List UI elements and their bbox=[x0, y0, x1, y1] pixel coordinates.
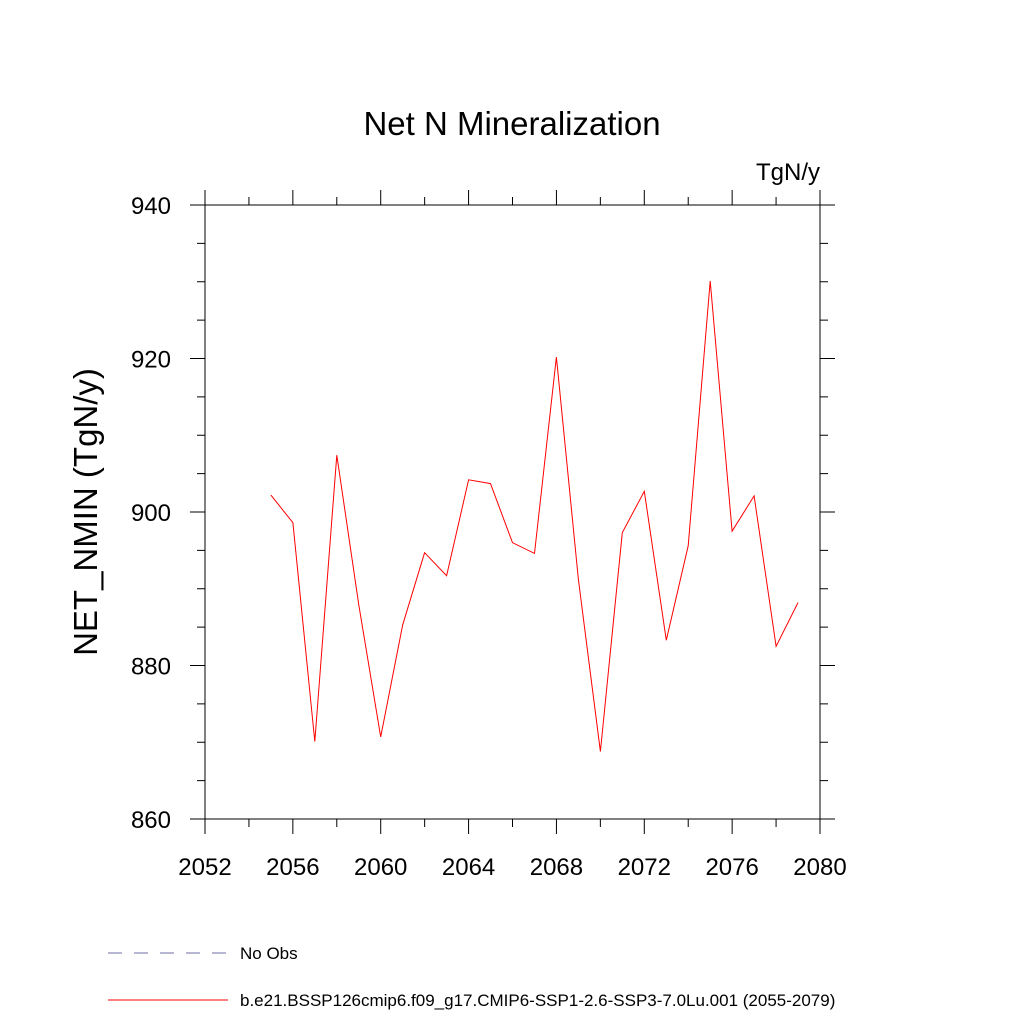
series-layer bbox=[270, 280, 799, 752]
legend: No Obs b.e21.BSSP126cmip6.f09_g17.CMIP6-… bbox=[108, 944, 835, 1010]
ticks-layer bbox=[190, 190, 835, 834]
x-tick-label: 2080 bbox=[793, 854, 846, 881]
y-axis-label: NET_NMIN (TgN/y) bbox=[67, 368, 104, 656]
y-tick-label: 940 bbox=[131, 193, 171, 220]
x-tick-label: 2064 bbox=[442, 854, 495, 881]
legend-label-no-obs: No Obs bbox=[240, 944, 298, 963]
series-line bbox=[270, 280, 799, 752]
y-tick-label: 860 bbox=[131, 807, 171, 834]
y-tick-label: 880 bbox=[131, 654, 171, 681]
x-tick-label: 2076 bbox=[705, 854, 758, 881]
y-tick-label: 920 bbox=[131, 347, 171, 374]
x-tick-label: 2068 bbox=[530, 854, 583, 881]
chart-title: Net N Mineralization bbox=[363, 105, 660, 142]
x-tick-label: 2072 bbox=[618, 854, 671, 881]
plot-frame bbox=[204, 204, 821, 820]
units-label: TgN/y bbox=[756, 159, 820, 186]
x-tick-label: 2056 bbox=[266, 854, 319, 881]
y-tick-label: 900 bbox=[131, 500, 171, 527]
x-tick-label: 2060 bbox=[354, 854, 407, 881]
tick-labels: 2052 2056 2060 2064 2068 2072 2076 2080 860 880 90… bbox=[131, 193, 847, 881]
x-tick-label: 2052 bbox=[178, 854, 231, 881]
legend-label-series: b.e21.BSSP126cmip6.f09_g17.CMIP6-SSP1-2.… bbox=[240, 991, 835, 1010]
